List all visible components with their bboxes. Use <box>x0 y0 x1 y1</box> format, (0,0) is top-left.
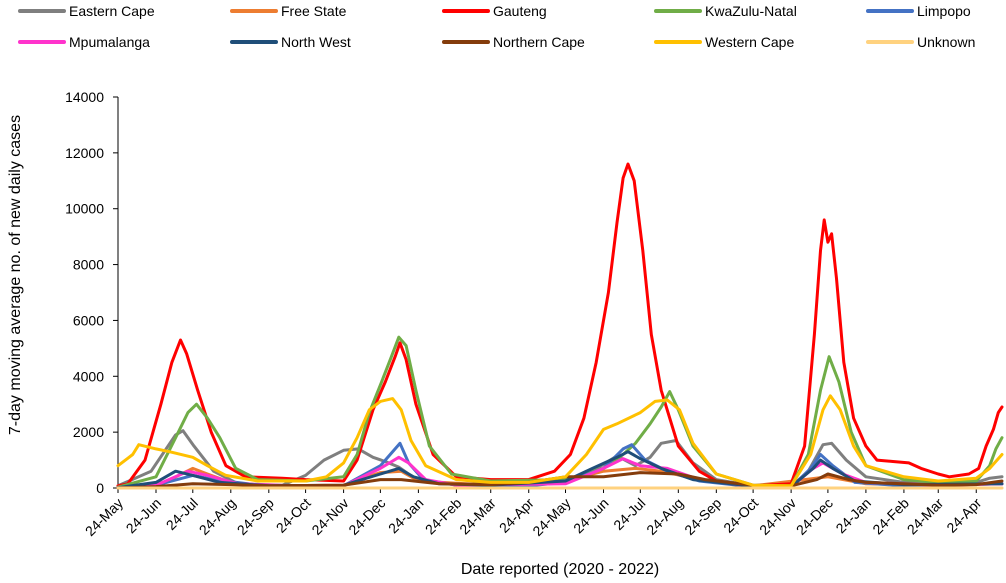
x-tick-label: 24-Jan <box>832 495 874 537</box>
legend-label-unknown: Unknown <box>917 34 975 50</box>
x-tick-label: 24-Jun <box>123 495 165 537</box>
legend-label-gauteng: Gauteng <box>493 3 547 19</box>
series-line-gauteng <box>116 162 1004 488</box>
series-line-western-cape <box>116 394 1004 488</box>
x-axis-title: Date reported (2020 - 2022) <box>461 561 659 578</box>
y-tick-label: 6000 <box>73 312 104 328</box>
x-tick-label: 24-Feb <box>422 495 465 538</box>
x-tick-label: 24-Jun <box>570 495 612 537</box>
x-tick-label: 24-Nov <box>756 495 799 538</box>
x-tick-label: 24-Sep <box>681 495 724 538</box>
x-tick-label: 24-Dec <box>345 495 388 538</box>
x-tick-label: 24-Aug <box>196 495 239 538</box>
legend-label-eastern-cape: Eastern Cape <box>69 3 155 19</box>
x-tick-label: 24-Nov <box>308 495 351 538</box>
legend-label-western-cape: Western Cape <box>705 34 794 50</box>
y-tick-label: 0 <box>96 480 104 496</box>
legend-label-north-west: North West <box>281 34 351 50</box>
series-line-northern-cape <box>116 471 1004 490</box>
x-tick-label: 24-Feb <box>869 495 912 538</box>
x-axis: 24-May24-Jun24-Jul24-Aug24-Sep24-Oct24-N… <box>82 487 1002 539</box>
legend-label-limpopo: Limpopo <box>917 3 971 19</box>
y-tick-label: 4000 <box>73 368 104 384</box>
y-tick-label: 8000 <box>73 257 104 273</box>
legend-label-kwazulu-natal: KwaZulu-Natal <box>705 3 797 19</box>
legend: Eastern Cape Free State Gauteng KwaZulu-Nat… <box>18 3 975 50</box>
x-tick-label: 24-Oct <box>273 495 314 536</box>
x-tick-label: 24-May <box>82 495 126 539</box>
series-group <box>116 162 1004 490</box>
y-axis-title: 7-day moving average no. of new daily ca… <box>7 115 24 435</box>
x-tick-label: 24-Oct <box>720 495 761 536</box>
y-axis: 0 2000 4000 6000 8000 10000 12000 14000 <box>65 89 119 496</box>
y-tick-label: 12000 <box>65 145 104 161</box>
x-tick-label: 24-Aug <box>643 495 686 538</box>
x-tick-label: 24-May <box>529 495 573 539</box>
x-tick-label: 24-Mar <box>456 495 499 538</box>
legend-label-northern-cape: Northern Cape <box>493 34 585 50</box>
x-tick-label: 24-Mar <box>904 495 947 538</box>
legend-label-free-state: Free State <box>281 3 347 19</box>
x-tick-label: 24-Jan <box>385 495 427 537</box>
x-tick-label: 24-Apr <box>943 495 984 536</box>
y-tick-label: 2000 <box>73 424 104 440</box>
x-tick-label: 24-Sep <box>234 495 277 538</box>
y-tick-label: 10000 <box>65 201 104 217</box>
legend-label-mpumalanga: Mpumalanga <box>69 34 150 50</box>
y-tick-label: 14000 <box>65 89 104 105</box>
x-tick-label: 24-Dec <box>793 495 836 538</box>
